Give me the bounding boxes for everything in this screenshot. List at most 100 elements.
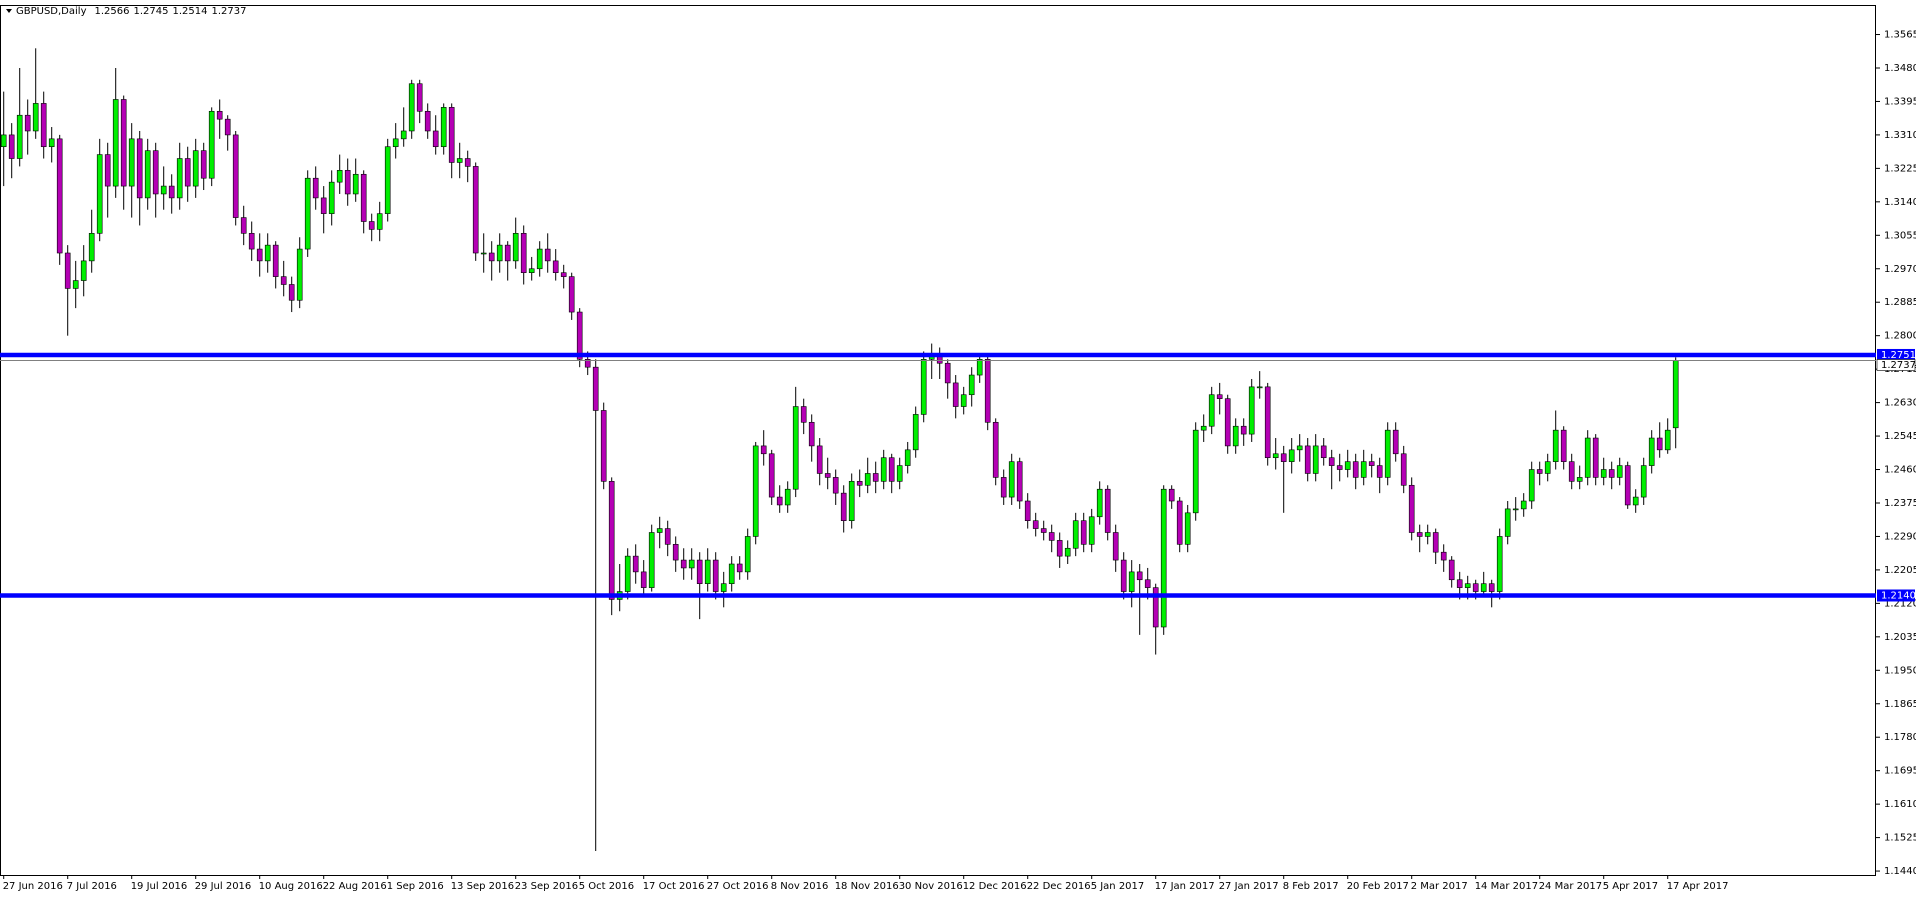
candle-body [536,248,543,270]
candle-body [40,103,47,148]
candle-body [720,583,727,592]
candle-body [1544,461,1551,474]
candle-body [688,559,695,569]
candle-body [1216,394,1223,399]
candle-body [784,488,791,506]
y-tick-label: 1.2205 [1884,565,1916,576]
candle-body [632,555,639,573]
candle-body [408,83,415,132]
high-value: 1.2745 [134,6,169,17]
y-tick-label: 1.1780 [1884,732,1916,743]
candle-body [88,233,95,262]
candle-body [960,394,967,407]
candle-body [320,197,327,214]
candle-body [248,233,255,250]
y-tick-label: 1.1440 [1884,866,1916,877]
candle-body [1184,512,1191,545]
candle-body [760,445,767,455]
candle-body [416,83,423,112]
candle-body [232,134,239,218]
candle-body [1344,461,1351,470]
x-tick-label: 23 Sep 2016 [515,881,578,892]
level-label-box [1877,589,1915,602]
candle-body [976,358,983,376]
candle-body [1008,461,1015,498]
candle-body [32,103,39,132]
candle-body [432,130,439,148]
candle-body [264,244,271,262]
candle-body [360,173,367,222]
menu-triangle[interactable] [6,9,12,13]
y-tick-label: 1.1695 [1884,766,1916,777]
candle-body [640,571,647,588]
candle-body [1448,559,1455,581]
candle-body [1112,532,1119,561]
candle-body [1640,465,1647,498]
candle-body [504,244,511,262]
candle-body [728,563,735,584]
x-tick-label: 14 Mar 2017 [1475,881,1538,892]
candle-body [488,252,495,262]
candle-body [1392,429,1399,455]
candle-body [672,544,679,561]
candle-body [1176,500,1183,545]
candle-body [1248,386,1255,435]
y-tick-label: 1.2460 [1884,465,1916,476]
candle-body [600,410,607,482]
x-tick-label: 8 Nov 2016 [771,881,829,892]
y-tick-label: 1.1525 [1884,833,1916,844]
candle-body [1200,425,1207,431]
x-tick-label: 5 Jan 2017 [1091,881,1145,892]
last-price-label: 1.2737 [1881,360,1916,371]
x-tick-label: 17 Jan 2017 [1155,881,1215,892]
open-value: 1.2566 [95,6,130,17]
candle-body [968,374,975,396]
candle-body [904,449,911,466]
candle-body [752,445,759,537]
candle-body [1296,445,1303,451]
candle-body [792,406,799,490]
candle-body [1424,532,1431,537]
candle-body [880,457,887,482]
candle-body [144,150,151,199]
candle-body [400,130,407,140]
candle-body [1224,398,1231,447]
y-tick-label: 1.1610 [1884,799,1916,810]
candle-body [424,110,431,132]
candle-body [656,528,663,533]
x-tick-label: 1 Sep 2016 [387,881,444,892]
candle-body [1160,488,1167,628]
candle-body [1432,532,1439,553]
candle-body [1232,425,1239,447]
candle-body [840,492,847,522]
candle-body [304,177,311,250]
y-tick-label: 1.1865 [1884,699,1916,710]
candle-body [456,158,463,163]
x-tick-label: 10 Aug 2016 [259,881,323,892]
candle-body [296,248,303,301]
chart-title: GBPUSD,Daily [16,6,87,17]
candle-body [1352,461,1359,478]
candle-body [1416,532,1423,537]
candle-body [1360,461,1367,478]
candle-body [176,158,183,199]
candle-body [152,150,159,195]
candle-body [888,457,895,482]
y-tick-label: 1.2800 [1884,331,1916,342]
candle-body [872,473,879,482]
candle-body [72,280,79,289]
candle-body [1568,461,1575,482]
candle-body [1208,394,1215,427]
candle-body [1152,587,1159,628]
candle-body [1288,449,1295,462]
candle-body [800,406,807,423]
y-tick-label: 1.3140 [1884,197,1916,208]
candle-body [280,276,287,285]
y-tick-label: 1.2885 [1884,297,1916,308]
candle-body [1144,579,1151,588]
candle-body [1280,453,1287,462]
candle-body [1496,536,1503,592]
candle-body [368,221,375,230]
candle-body [256,248,263,262]
candle-body [1096,488,1103,518]
